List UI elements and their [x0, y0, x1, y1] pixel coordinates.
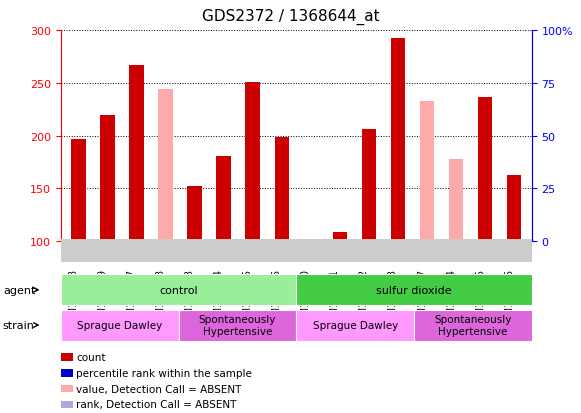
Bar [100, 115, 115, 242]
Text: Spontaneously
Hypertensive: Spontaneously Hypertensive [434, 314, 511, 336]
Bar [275, 138, 289, 242]
Text: Spontaneously
Hypertensive: Spontaneously Hypertensive [199, 314, 276, 336]
Bar [130, 66, 144, 242]
Bar [333, 232, 347, 242]
Bar [187, 187, 202, 242]
Bar [478, 97, 493, 242]
Text: Sprague Dawley: Sprague Dawley [313, 320, 398, 330]
Bar [391, 39, 406, 242]
Bar [420, 102, 435, 242]
Text: GDS2372 / 1368644_at: GDS2372 / 1368644_at [202, 9, 379, 25]
Bar [449, 159, 464, 242]
Text: strain: strain [3, 320, 35, 330]
Text: sulfur dioxide: sulfur dioxide [376, 285, 452, 295]
Text: rank, Detection Call = ABSENT: rank, Detection Call = ABSENT [76, 399, 236, 409]
Text: control: control [159, 285, 198, 295]
Text: percentile rank within the sample: percentile rank within the sample [76, 368, 252, 378]
Bar [71, 140, 86, 242]
Bar [362, 130, 376, 242]
Text: Sprague Dawley: Sprague Dawley [77, 320, 163, 330]
Bar [246, 83, 260, 242]
Text: count: count [76, 352, 106, 362]
Bar [217, 156, 231, 242]
Bar [507, 175, 522, 242]
Text: agent: agent [3, 285, 35, 295]
Text: value, Detection Call = ABSENT: value, Detection Call = ABSENT [76, 384, 242, 394]
Bar [158, 90, 173, 242]
